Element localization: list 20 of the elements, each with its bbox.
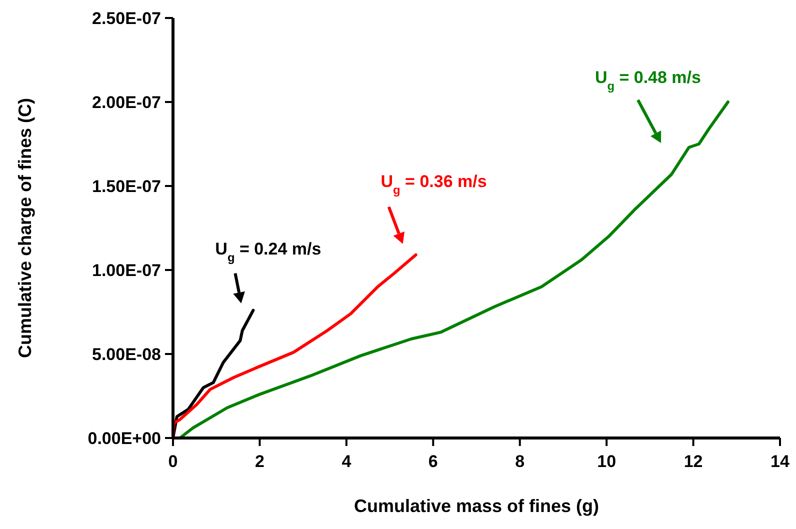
x-tick-label: 14 <box>770 452 790 471</box>
x-axis-title: Cumulative mass of fines (g) <box>354 496 600 516</box>
text: U$_{g}$ = 0.36 m/s <box>380 172 487 197</box>
text: U$_{g}$ = 0.24 m/s <box>215 239 322 264</box>
line-series <box>178 100 730 440</box>
y-tick-label: 2.00E-07 <box>92 93 161 112</box>
y-tick-label: 2.50E-07 <box>92 9 161 28</box>
x-tick-label: 6 <box>428 452 438 471</box>
y-tick-label: 5.00E-08 <box>92 345 161 364</box>
x-tick-label: 8 <box>515 452 525 471</box>
y-axis-title: Cumulative charge of fines (C) <box>15 98 35 358</box>
x-tick-label: 4 <box>342 452 352 471</box>
series-label: U$_{g}$ = 0.48 m/s <box>594 68 701 93</box>
y-tick-label: 1.00E-07 <box>92 261 161 280</box>
y-tick-label: 0.00E+00 <box>88 429 161 448</box>
x-tick-label: 0 <box>168 452 178 471</box>
x-tick-label: 2 <box>254 452 264 471</box>
x-tick-label: 10 <box>597 452 616 471</box>
x-tick-label: 12 <box>684 452 703 471</box>
y-tick-label: 1.50E-07 <box>92 177 161 196</box>
